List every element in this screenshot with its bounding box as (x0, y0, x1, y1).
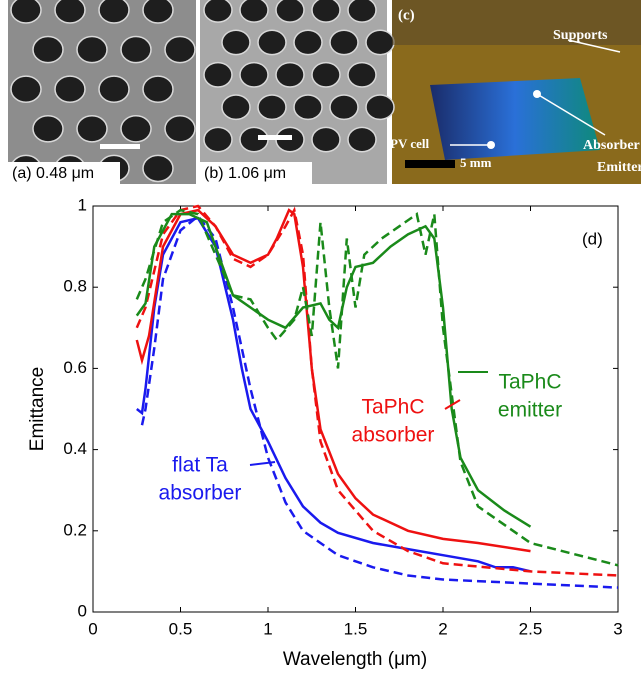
hole (55, 0, 85, 23)
hole (240, 63, 268, 87)
hole (99, 76, 129, 102)
hole (121, 116, 151, 142)
panel-label: (a) 0.48 μm (12, 165, 94, 182)
scale-bar (258, 135, 292, 140)
sem-image-b (200, 0, 387, 184)
hole (33, 37, 63, 63)
hole (11, 76, 41, 102)
x-tick-label: 2.5 (519, 619, 543, 638)
y-tick-label: 0.4 (63, 439, 87, 458)
chip (430, 78, 600, 160)
hole (312, 127, 340, 151)
hole (348, 0, 376, 22)
x-axis-label: Wavelength (μm) (283, 649, 427, 670)
hole (165, 37, 195, 63)
photo-label: Absorber (583, 138, 640, 153)
hole (312, 63, 340, 87)
hole (258, 95, 286, 119)
image-panels: (a) 0.48 μm (b) 1.06 μm (c) Supports PV … (8, 0, 641, 184)
hole (222, 95, 250, 119)
hole (33, 116, 63, 142)
x-tick-label: 3 (613, 619, 622, 638)
annotation: absorber (159, 482, 242, 505)
x-tick-label: 1.5 (344, 619, 368, 638)
hole (348, 127, 376, 151)
photo-label: 5 mm (460, 155, 492, 170)
y-axis-label: Emittance (27, 367, 48, 451)
hole (121, 37, 151, 63)
annotation: (d) (582, 229, 603, 248)
hole (143, 0, 173, 23)
figure: (a) 0.48 μm (b) 1.06 μm (c) Supports PV … (0, 0, 641, 675)
photo-label: Emitter (597, 160, 641, 175)
y-tick-label: 0.8 (63, 277, 87, 296)
panel-label: (c) (398, 7, 415, 23)
hole (99, 0, 129, 23)
y-tick-label: 0.2 (63, 520, 87, 539)
hole (330, 30, 358, 54)
x-tick-label: 0 (88, 619, 97, 638)
annotation: TaPhC (361, 396, 424, 419)
emittance-line (137, 218, 531, 571)
hole (143, 155, 173, 181)
scale-bar (405, 160, 455, 168)
hole (55, 76, 85, 102)
photo-label: PV cell (390, 136, 429, 151)
annotation: emitter (498, 399, 562, 422)
hole (222, 30, 250, 54)
annotation: TaPhC (498, 371, 561, 394)
hole (77, 116, 107, 142)
hole (276, 63, 304, 87)
hole (77, 37, 107, 63)
y-tick-label: 1 (78, 195, 87, 214)
hole (204, 127, 232, 151)
panel-label: (b) 1.06 μm (204, 165, 286, 182)
x-tick-label: 0.5 (169, 619, 193, 638)
hole (348, 63, 376, 87)
hole (258, 30, 286, 54)
hole (366, 30, 394, 54)
hole (165, 116, 195, 142)
y-tick-label: 0 (78, 601, 87, 620)
hole (294, 30, 322, 54)
x-tick-label: 1 (263, 619, 272, 638)
hole (204, 63, 232, 87)
annotation: absorber (352, 424, 435, 447)
hole (204, 0, 232, 22)
scale-bar (100, 144, 140, 149)
y-tick-label: 0.6 (63, 358, 87, 377)
photo-label: Supports (553, 28, 608, 43)
hole (11, 0, 41, 23)
hole (143, 76, 173, 102)
hole (240, 0, 268, 22)
hole (276, 0, 304, 22)
hole (312, 0, 340, 22)
hole (330, 95, 358, 119)
hole (294, 95, 322, 119)
x-tick-label: 2 (438, 619, 447, 638)
annotation: flat Ta (172, 454, 228, 477)
hole (366, 95, 394, 119)
